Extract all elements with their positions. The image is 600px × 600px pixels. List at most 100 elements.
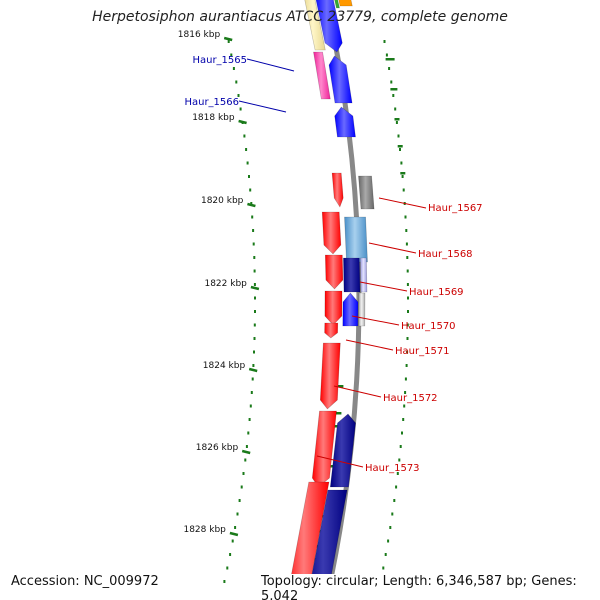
inner-dot-track [252,229,255,232]
outer-dot-track [401,431,403,435]
outer-dot-track [403,404,406,408]
gene-arrow-magenta [313,51,331,100]
gene-label: Haur_1566 [184,97,239,108]
genome-summary-label: Topology: circular; Length: 6,346,587 bp… [258,574,600,600]
outer-dot-track [394,107,397,111]
inner-dot-track [238,499,241,502]
inner-dot-track [253,337,256,340]
gene-arrow-blue [342,292,359,327]
outer-dot-track [406,350,409,354]
gene-label: Haur_1570 [401,321,456,332]
outer-dot-track [404,215,407,219]
outer-dot-track [406,323,409,327]
outer-dot-track [404,391,407,394]
inner-dot-track [243,134,246,138]
scale-tick [229,531,239,537]
scale-tick [241,449,251,455]
outer-skew-bar [390,88,398,91]
inner-dot-track [253,323,256,327]
inner-dot-track [235,80,238,84]
outer-dot-track [407,296,409,300]
gene-label-leader [246,58,295,72]
inner-dot-track [246,161,249,165]
outer-dot-track [384,553,387,556]
gene-arrow-navy [329,413,356,488]
inner-dot-track [236,512,239,516]
gene-label-leader [378,197,427,209]
middle-skew-bar [328,465,337,468]
outer-dot-track [391,512,394,516]
gene-label-leader [238,100,287,113]
inner-dot-track [226,566,229,570]
outer-skew-bar [385,58,395,61]
inner-dot-track [248,175,250,178]
gene-arrow-lavender [360,257,368,293]
gene-label-leader [359,281,408,292]
inner-dot-track [251,377,254,381]
outer-dot-track [406,337,409,340]
inner-dot-track [253,269,256,273]
outer-dot-track [406,256,409,259]
gene-label: Haur_1571 [395,346,450,357]
inner-dot-track [254,310,256,313]
outer-dot-track [404,377,407,381]
outer-dot-track [398,458,401,462]
inner-dot-track [245,445,248,448]
outer-dot-track [399,148,401,151]
gene-arrow-red [319,342,341,410]
inner-dot-track [253,256,256,259]
outer-dot-track [402,418,405,421]
inner-dot-track [223,580,226,583]
scale-tick-label: 1816 kbp [178,30,221,40]
gene-arrow-blue [315,0,343,53]
scale-tick [223,36,233,42]
scale-tick-label: 1826 kbp [196,443,239,453]
gene-arrow-red [331,172,344,208]
inner-dot-track [253,350,255,354]
gene-arrow-khaki [304,0,326,51]
inner-dot-track [239,107,242,111]
outer-dot-track [389,526,392,529]
outer-dot-track [396,472,399,475]
gene-label-leader [333,385,382,398]
scale-tick-label: 1820 kbp [201,196,244,206]
inner-dot-track [237,94,240,97]
gene-label-leader [351,315,400,326]
inner-dot-track [252,242,255,246]
gene-arrow-green [334,0,340,9]
inner-dot-track [249,404,252,408]
outer-dot-track [405,242,408,246]
gene-label: Haur_1569 [409,287,464,298]
map-title: Herpetosiphon aurantiacus ATCC 23779, co… [92,9,508,25]
inner-dot-track [230,53,233,57]
outer-dot-track [402,188,405,192]
outer-dot-track [406,283,409,286]
gene-arrow-blue [334,106,356,138]
gene-arrow-steel [344,216,368,263]
gene-arrow-red [324,290,343,326]
outer-skew-bar [394,118,400,121]
outer-dot-track [392,94,395,97]
inner-dot-track [229,553,232,556]
middle-skew-bar [334,412,342,415]
inner-dot-track [227,40,230,43]
inner-dot-track [250,202,253,205]
middle-skew-bar [335,385,344,388]
gene-arrow-red [321,211,342,255]
inner-dot-track [250,391,253,394]
gene-arrow-navy [343,257,361,293]
inner-dot-track [253,283,256,286]
outer-dot-track [385,53,388,57]
inner-dot-track [254,296,256,300]
scale-tick [248,367,258,373]
inner-dot-track [240,485,243,489]
scale-tick-label: 1824 kbp [203,361,246,371]
inner-dot-track [242,472,245,475]
gene-arrow-red [324,254,344,290]
inner-dot-track [249,188,252,192]
outer-dot-track [406,269,409,273]
inner-dot-track [244,458,247,462]
inner-dot-track [247,431,250,435]
outer-dot-track [405,364,408,367]
